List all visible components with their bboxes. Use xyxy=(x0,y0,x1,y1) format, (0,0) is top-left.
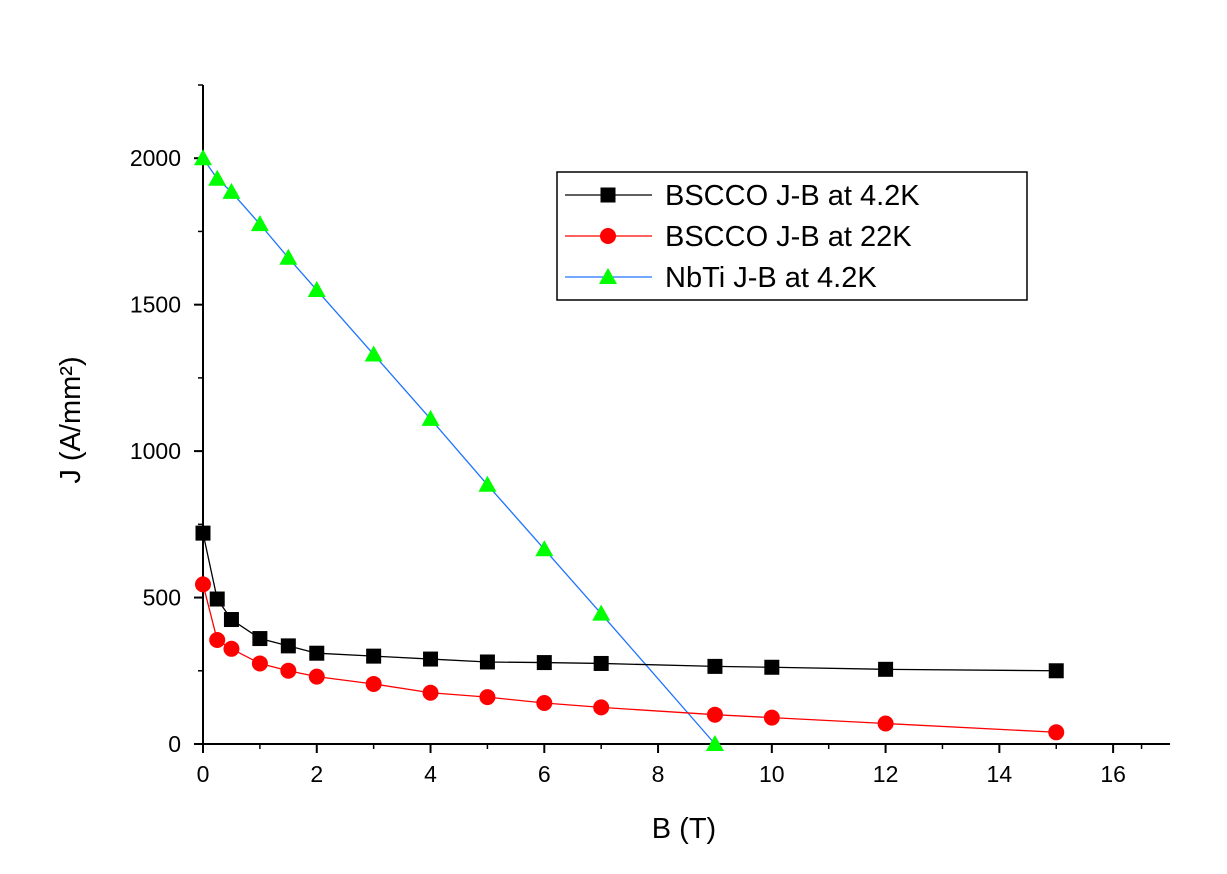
data-point xyxy=(250,215,269,232)
data-point xyxy=(1048,724,1065,741)
data-point xyxy=(195,525,211,541)
series-3 xyxy=(194,149,724,751)
series-line xyxy=(202,584,1057,733)
data-point xyxy=(705,735,724,751)
data-point xyxy=(706,706,723,723)
legend-label: NbTi J-B at 4.2K xyxy=(665,262,877,294)
data-point xyxy=(707,658,723,674)
data-point xyxy=(366,648,382,664)
y-ticks: 0 500 1000 1500 2000 xyxy=(130,84,203,757)
legend-entry: BSCCO J-B at 22K xyxy=(565,221,912,253)
data-point xyxy=(208,169,227,186)
y-tick-label: 500 xyxy=(143,585,181,611)
legend-entry: BSCCO J-B at 4.2K xyxy=(565,180,920,212)
data-point xyxy=(536,694,553,711)
data-point xyxy=(252,631,268,647)
data-point xyxy=(307,281,326,298)
data-point xyxy=(536,655,552,671)
series-line xyxy=(202,532,1057,672)
series-layer xyxy=(194,149,1065,751)
x-tick-label: 16 xyxy=(1100,761,1126,787)
data-point xyxy=(223,612,239,628)
data-point xyxy=(877,715,894,732)
legend-label: BSCCO J-B at 22K xyxy=(665,221,912,253)
data-point xyxy=(279,248,298,265)
x-tick-label: 12 xyxy=(873,761,899,787)
data-point xyxy=(763,709,780,726)
data-point xyxy=(251,655,268,672)
data-point xyxy=(308,668,325,685)
data-point xyxy=(309,645,325,661)
data-point xyxy=(364,345,383,362)
x-ticks: 0 2 4 6 8 10 12 14 16 xyxy=(197,744,1143,787)
y-tick-label: 1000 xyxy=(130,438,181,464)
data-point xyxy=(194,149,212,166)
data-point xyxy=(535,540,554,557)
x-tick-label: 4 xyxy=(424,761,437,787)
y-tick-label: 1500 xyxy=(130,292,181,318)
x-tick-label: 2 xyxy=(310,761,323,787)
data-point xyxy=(479,654,495,670)
x-tick-label: 10 xyxy=(759,761,785,787)
axes: 0 2 4 6 8 10 12 14 16 0 500 1000 1500 2000 xyxy=(130,84,1170,787)
legend-marker xyxy=(600,187,616,203)
data-point xyxy=(223,640,240,657)
legend-entry: NbTi J-B at 4.2K xyxy=(565,262,877,294)
x-axis-title: B (T) xyxy=(652,813,716,845)
data-point xyxy=(365,675,382,692)
data-point xyxy=(1048,663,1064,679)
data-point xyxy=(422,684,439,701)
data-point xyxy=(222,182,241,199)
data-point xyxy=(878,661,894,677)
data-point xyxy=(593,699,610,716)
data-point xyxy=(592,604,611,621)
x-tick-label: 14 xyxy=(987,761,1013,787)
y-tick-label: 0 xyxy=(168,731,181,757)
x-tick-label: 8 xyxy=(652,761,665,787)
data-point xyxy=(209,632,226,649)
data-point xyxy=(764,659,780,675)
legend-label: BSCCO J-B at 4.2K xyxy=(665,180,920,212)
legend-entries: BSCCO J-B at 4.2K BSCCO J-B at 22K NbTi J-… xyxy=(565,180,920,294)
data-point xyxy=(421,409,440,426)
y-axis-title: J (A/mm²) xyxy=(55,356,87,483)
series-1 xyxy=(195,525,1064,679)
data-point xyxy=(195,576,211,593)
series-2 xyxy=(195,576,1065,741)
data-point xyxy=(280,638,296,654)
y-tick-label: 2000 xyxy=(130,145,181,171)
data-point xyxy=(479,689,496,706)
legend-marker xyxy=(600,228,616,244)
data-point xyxy=(209,591,225,607)
data-point xyxy=(423,651,439,667)
legend-marker xyxy=(599,268,617,284)
x-tick-label: 0 xyxy=(197,761,210,787)
data-point xyxy=(593,655,609,671)
x-tick-label: 6 xyxy=(538,761,551,787)
legend: BSCCO J-B at 4.2K BSCCO J-B at 22K NbTi J-… xyxy=(556,171,1028,301)
data-point xyxy=(280,662,297,679)
data-point xyxy=(478,475,497,492)
